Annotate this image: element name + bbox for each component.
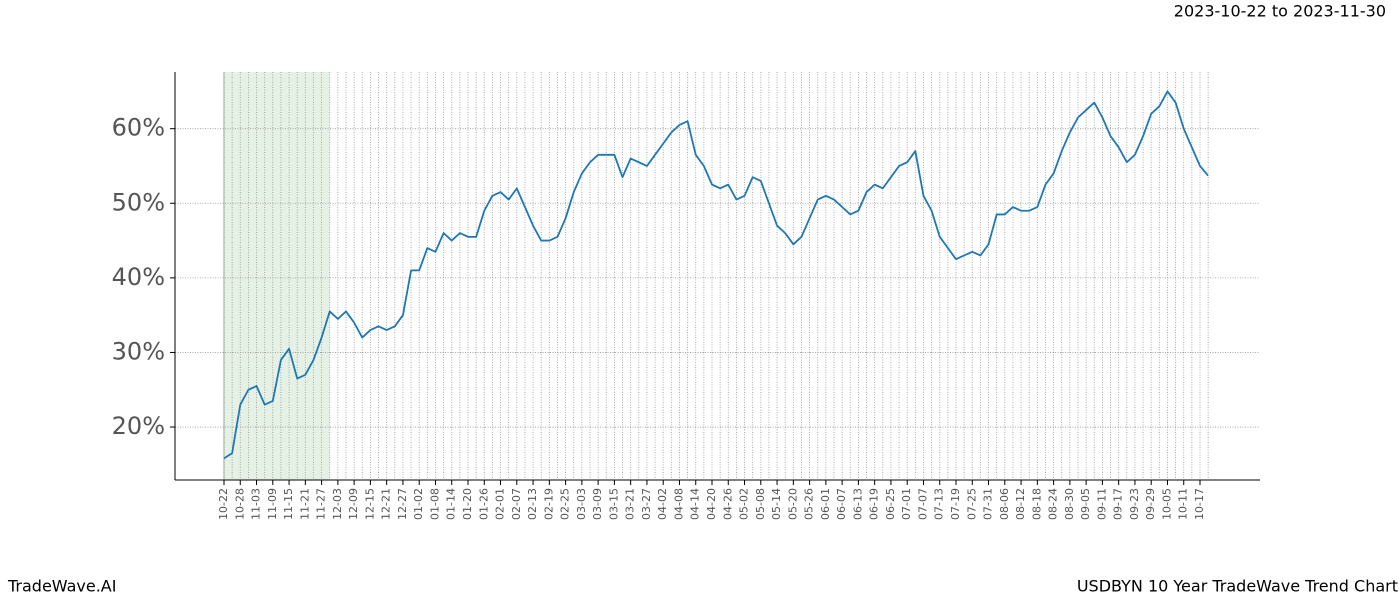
x-tick-label: 05-20: [786, 488, 799, 520]
x-tick-label: 11-27: [315, 488, 328, 520]
footer-left: TradeWave.AI: [7, 577, 116, 596]
x-tick-label: 09-23: [1128, 488, 1141, 520]
y-tick-label: 50%: [112, 188, 165, 216]
x-tick-label: 04-08: [672, 488, 685, 520]
x-tick-label: 06-25: [884, 488, 897, 520]
x-tick-label: 02-01: [494, 488, 507, 520]
x-tick-label: 04-20: [705, 488, 718, 520]
x-tick-label: 10-17: [1193, 488, 1206, 520]
x-tick-label: 01-08: [428, 488, 441, 520]
x-tick-label: 12-27: [396, 488, 409, 520]
x-tick-label: 10-11: [1177, 488, 1190, 520]
x-tick-label: 12-15: [363, 488, 376, 520]
x-tick-label: 09-11: [1095, 488, 1108, 520]
x-tick-label: 01-26: [477, 488, 490, 520]
y-tick-label: 40%: [112, 263, 165, 291]
x-tick-label: 02-19: [542, 488, 555, 520]
x-tick-label: 08-24: [1047, 488, 1060, 520]
x-tick-label: 05-08: [754, 488, 767, 520]
x-tick-label: 07-13: [933, 488, 946, 520]
x-tick-label: 07-25: [965, 488, 978, 520]
x-tick-label: 03-21: [624, 488, 637, 520]
y-tick-label: 30%: [112, 337, 165, 365]
footer-right: USDBYN 10 Year TradeWave Trend Chart: [1077, 577, 1398, 596]
x-tick-label: 11-09: [266, 488, 279, 520]
x-tick-label: 08-06: [998, 488, 1011, 520]
y-tick-label: 60%: [112, 114, 165, 142]
x-tick-label: 04-02: [656, 488, 669, 520]
x-tick-label: 01-02: [412, 488, 425, 520]
x-tick-label: 04-26: [721, 488, 734, 520]
x-tick-label: 11-15: [282, 488, 295, 520]
x-tick-label: 11-03: [250, 488, 263, 520]
x-tick-label: 09-05: [1079, 488, 1092, 520]
x-tick-label: 06-07: [835, 488, 848, 520]
x-tick-label: 04-14: [689, 488, 702, 520]
x-tick-label: 12-21: [380, 488, 393, 520]
x-tick-label: 05-02: [738, 488, 751, 520]
x-tick-label: 06-19: [868, 488, 881, 520]
x-tick-label: 07-07: [916, 488, 929, 520]
x-tick-label: 01-14: [445, 488, 458, 520]
x-tick-label: 03-09: [591, 488, 604, 520]
x-tick-label: 03-27: [640, 488, 653, 520]
x-tick-label: 09-29: [1144, 488, 1157, 520]
x-tick-label: 07-01: [900, 488, 913, 520]
x-tick-label: 02-25: [559, 488, 572, 520]
x-tick-label: 02-13: [526, 488, 539, 520]
x-tick-label: 12-03: [331, 488, 344, 520]
x-tick-label: 01-20: [461, 488, 474, 520]
x-tick-label: 07-19: [949, 488, 962, 520]
x-tick-label: 09-17: [1112, 488, 1125, 520]
chart-subtitle: 2023-10-22 to 2023-11-30: [1174, 2, 1386, 21]
x-tick-label: 05-26: [803, 488, 816, 520]
x-tick-label: 02-07: [510, 488, 523, 520]
x-tick-label: 06-13: [851, 488, 864, 520]
x-tick-label: 12-09: [347, 488, 360, 520]
x-tick-label: 03-15: [607, 488, 620, 520]
x-tick-label: 08-18: [1030, 488, 1043, 520]
x-tick-label: 05-14: [770, 488, 783, 520]
y-tick-label: 20%: [112, 412, 165, 440]
x-tick-label: 10-05: [1160, 488, 1173, 520]
x-tick-label: 10-22: [217, 488, 230, 520]
x-tick-label: 06-01: [819, 488, 832, 520]
series-line: [223, 90, 1209, 460]
x-tick-label: 11-21: [298, 488, 311, 520]
x-tick-label: 10-28: [233, 488, 246, 520]
x-tick-label: 07-31: [982, 488, 995, 520]
x-tick-label: 08-30: [1063, 488, 1076, 520]
x-tick-label: 08-12: [1014, 488, 1027, 520]
highlight-band: [224, 72, 330, 480]
x-tick-label: 03-03: [575, 488, 588, 520]
